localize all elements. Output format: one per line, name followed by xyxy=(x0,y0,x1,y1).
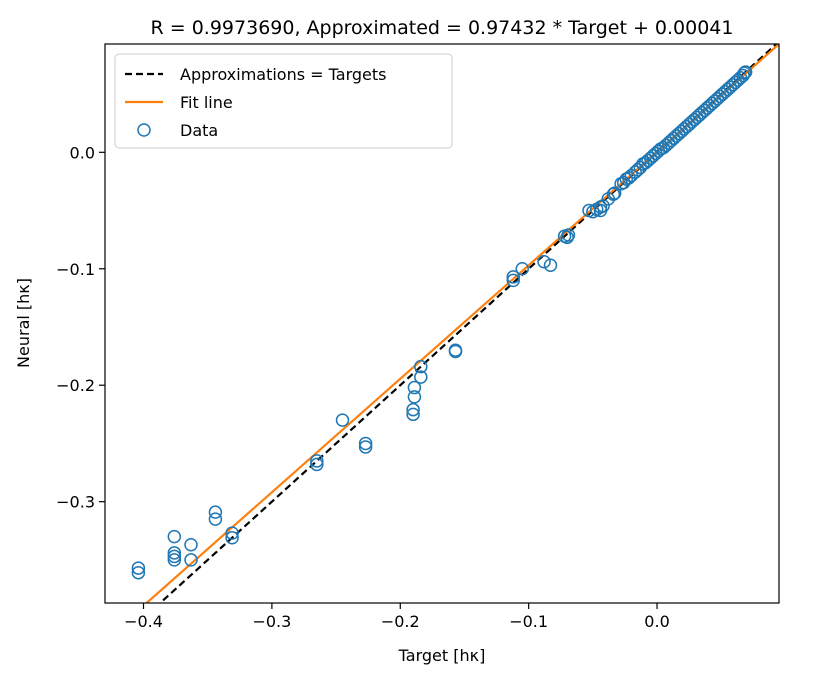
legend-swatch-data xyxy=(137,123,151,137)
legend-label-data: Data xyxy=(180,121,218,140)
data-point xyxy=(606,187,621,201)
data-point xyxy=(515,262,529,276)
data-point xyxy=(560,230,574,245)
data-point xyxy=(310,454,324,468)
data-point xyxy=(225,531,239,545)
legend-label-fit-line: Fit line xyxy=(180,93,233,112)
data-point xyxy=(208,512,223,526)
x-axis-label: Target [hκ] xyxy=(398,646,486,665)
data-point xyxy=(736,68,750,83)
data-point xyxy=(167,549,182,564)
data-point xyxy=(414,370,428,384)
data-point xyxy=(407,380,422,395)
data-point xyxy=(596,199,610,213)
y-axis-label: Neural [hκ] xyxy=(14,278,33,368)
data-point xyxy=(414,359,428,374)
data-point xyxy=(448,344,463,359)
data-point xyxy=(358,440,373,454)
data-point xyxy=(131,561,146,575)
legend-label-identity-line: Approximations = Targets xyxy=(180,65,386,84)
data-point xyxy=(561,228,576,242)
y-tick-label: −0.2 xyxy=(56,376,95,395)
data-point xyxy=(506,270,521,284)
data-point xyxy=(537,255,551,269)
x-tick-label: 0.0 xyxy=(644,612,669,631)
data-point xyxy=(406,407,420,422)
y-tick-label: −0.3 xyxy=(56,493,95,512)
legend: Approximations = Targets Fit line Data xyxy=(114,53,453,149)
x-tick-label: −0.4 xyxy=(124,612,163,631)
plot-frame xyxy=(104,43,780,604)
data-point xyxy=(406,402,420,417)
data-point xyxy=(167,553,182,567)
x-axis-ticks: −0.4 −0.3 −0.2 −0.1 0.0 xyxy=(124,603,670,631)
y-tick-label: −0.1 xyxy=(56,260,95,279)
plot-area xyxy=(131,44,779,603)
data-point xyxy=(358,436,373,451)
y-tick-label: 0.0 xyxy=(70,143,95,162)
x-tick-label: −0.2 xyxy=(381,612,420,631)
data-point xyxy=(737,66,752,80)
fit-line xyxy=(144,44,779,603)
data-point xyxy=(335,413,350,427)
data-point xyxy=(167,546,182,560)
data-point xyxy=(407,390,422,404)
chart-title: R = 0.9973690, Approximated = 0.97432 * … xyxy=(151,17,734,39)
data-point xyxy=(208,505,223,519)
y-axis-ticks: 0.0 −0.1 −0.2 −0.3 xyxy=(56,143,105,512)
scatter-points xyxy=(131,65,753,580)
data-point xyxy=(225,526,239,540)
data-point xyxy=(543,258,558,273)
data-point xyxy=(506,273,521,288)
data-point xyxy=(131,565,146,580)
data-point xyxy=(184,538,198,552)
x-tick-label: −0.3 xyxy=(252,612,291,631)
data-point xyxy=(607,186,622,200)
x-tick-label: −0.1 xyxy=(509,612,548,631)
data-point xyxy=(167,529,182,544)
data-point xyxy=(310,457,324,472)
legend-box xyxy=(114,53,453,149)
data-point xyxy=(184,553,198,567)
data-point xyxy=(738,65,753,79)
